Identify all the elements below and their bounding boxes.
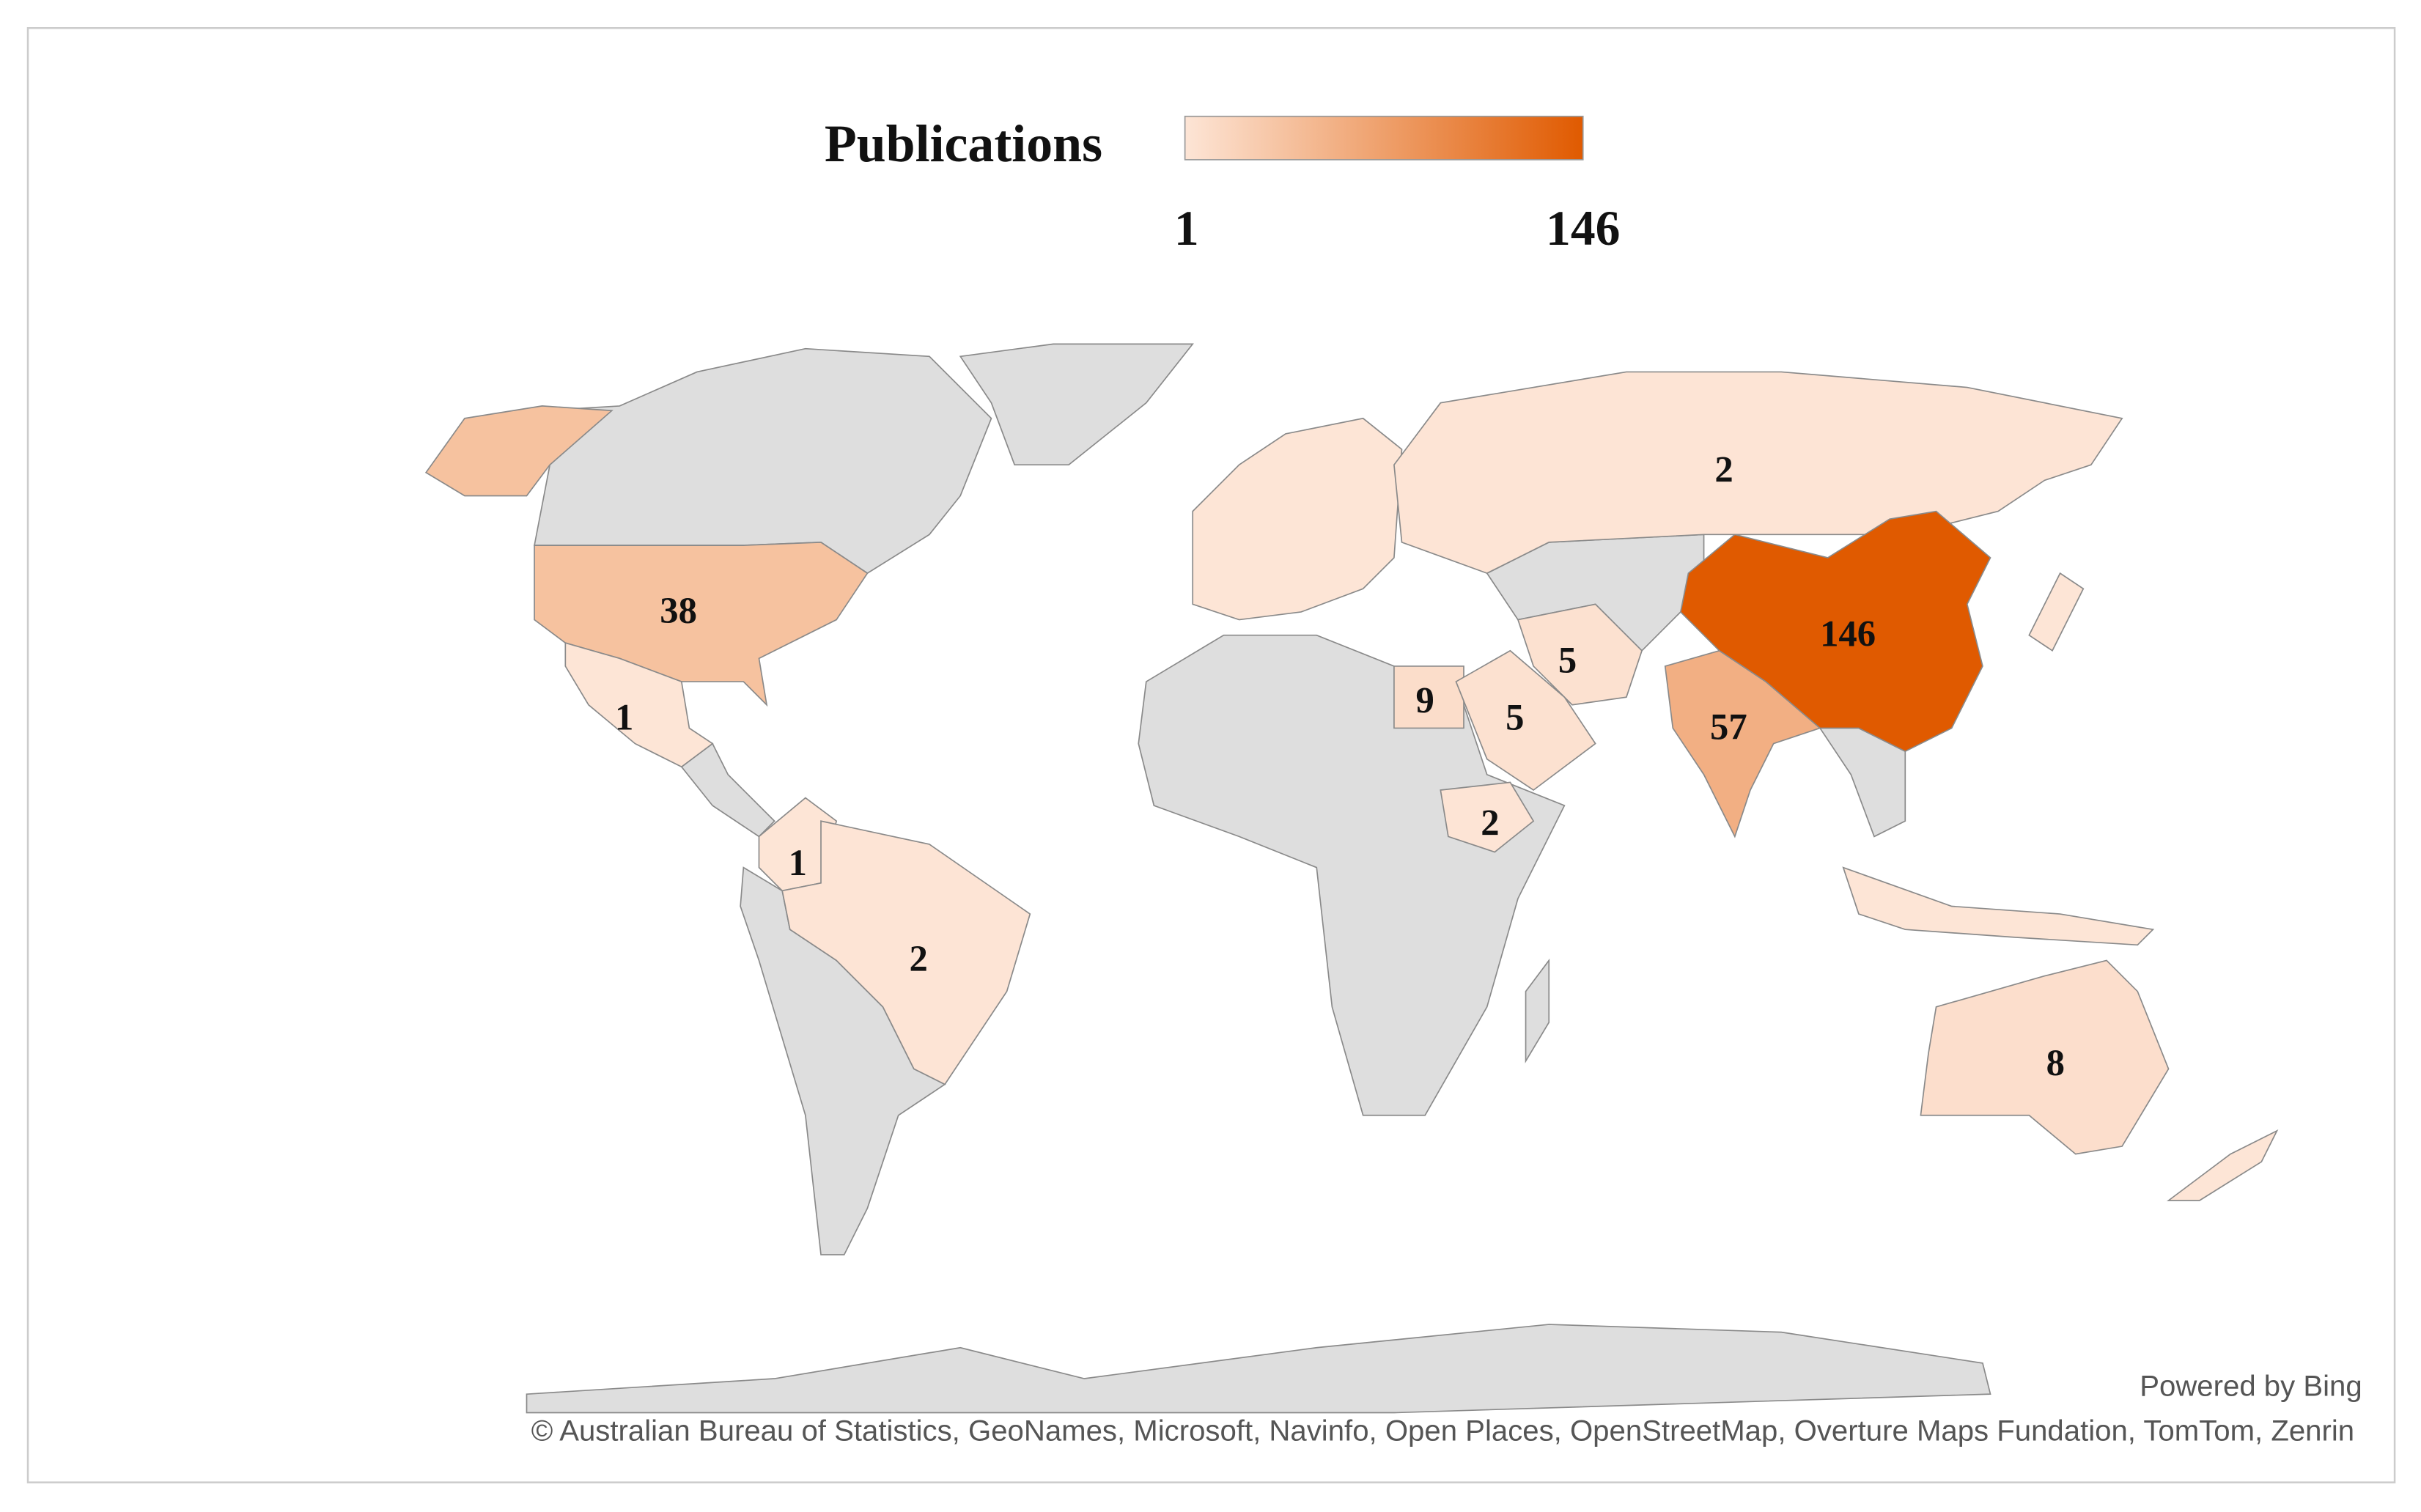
region: [1440, 781, 1535, 853]
legend-title: Publications: [825, 114, 1102, 173]
attribution: © Australian Bureau of Statistics, GeoNa…: [531, 1415, 2354, 1448]
land: [1138, 634, 1566, 1116]
land: [1192, 417, 1403, 621]
region-label: 38: [660, 590, 697, 631]
region-label: 146: [1820, 613, 1876, 654]
region-label: 9: [1416, 679, 1434, 720]
legend-gradient: [1184, 115, 1584, 161]
region-label: 1: [789, 842, 807, 883]
region: [1679, 510, 1991, 753]
region: [1517, 603, 1643, 706]
region: [564, 642, 714, 768]
region-label: 2: [1481, 802, 1499, 843]
land: [959, 343, 1194, 466]
region-label: 2: [1714, 449, 1733, 490]
land: [1525, 958, 1550, 1063]
region-label: 5: [1506, 697, 1524, 738]
region-label: 57: [1710, 706, 1747, 747]
land: [1842, 866, 2155, 946]
land: [2028, 572, 2085, 652]
land: [526, 1324, 1991, 1414]
regions: [424, 371, 2170, 1155]
region: [1455, 649, 1596, 792]
region-label: 8: [2046, 1042, 2065, 1083]
land: [2167, 1129, 2279, 1201]
region: [424, 405, 613, 497]
region: [781, 820, 1031, 1085]
legend-min: 1: [1174, 201, 1199, 256]
base-land: [526, 343, 2279, 1414]
region-label: 1: [615, 697, 633, 738]
region-labels: 2 38 1 1 2 9 55 2 57 146 8: [615, 449, 2065, 1083]
region-label: 2: [909, 938, 927, 979]
legend-max: 146: [1546, 201, 1620, 256]
region: [1920, 959, 2170, 1155]
region-label: 5: [1558, 639, 1577, 680]
provider: Powered by Bing: [2140, 1369, 2362, 1402]
region: [1393, 665, 1464, 729]
